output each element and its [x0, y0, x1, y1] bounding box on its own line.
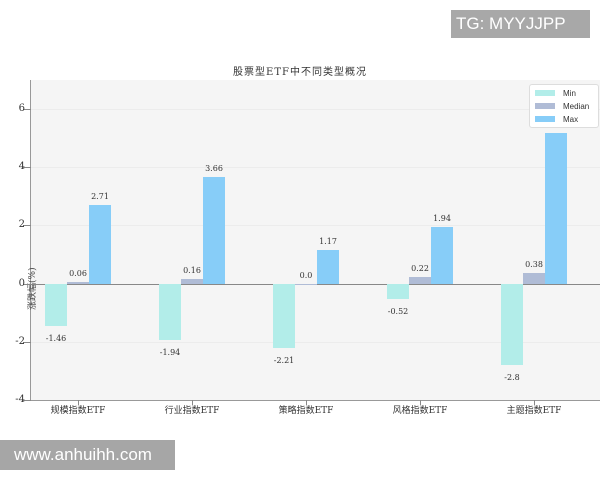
bar-median — [409, 277, 431, 284]
value-label: -2.21 — [273, 355, 295, 365]
y-tick — [23, 109, 31, 111]
legend-swatch — [535, 103, 555, 109]
value-label: -1.94 — [159, 348, 181, 358]
x-tick — [192, 400, 193, 405]
legend-item-max: Max — [535, 113, 578, 125]
y-tick — [23, 400, 31, 401]
value-label: 1.17 — [319, 236, 337, 246]
bar-max — [203, 177, 225, 284]
bar-max — [431, 227, 453, 284]
value-label: 0.22 — [411, 264, 429, 274]
bar-max — [89, 204, 111, 284]
y-tick — [23, 341, 31, 343]
y-axis-title: 涨跌幅(%) — [28, 267, 38, 310]
chart-title: 股票型ETF中不同类型概况 — [233, 67, 367, 78]
bar-median — [67, 281, 89, 284]
bar-min — [45, 283, 67, 327]
y-tick-label: 4 — [18, 161, 25, 173]
x-tick-label: 策略指数ETF — [278, 406, 334, 416]
gridline — [31, 225, 600, 227]
gridline — [31, 109, 600, 111]
bar-median — [295, 283, 317, 285]
value-label: -0.52 — [387, 306, 409, 316]
watermark-top: TG: MYYJJPP — [451, 10, 590, 38]
legend-swatch — [535, 116, 555, 122]
y-tick-label: 2 — [18, 219, 25, 231]
bar-min — [501, 283, 523, 366]
x-tick — [534, 400, 535, 405]
bar-median — [181, 278, 203, 284]
y-tick — [23, 225, 31, 227]
value-label: -2.8 — [504, 373, 520, 383]
value-label: 1.94 — [433, 214, 451, 224]
bar-min — [387, 283, 409, 299]
value-label: 0.06 — [69, 268, 87, 278]
x-tick-label: 行业指数ETF — [164, 406, 220, 416]
y-tick — [23, 167, 31, 169]
value-label: 0.38 — [525, 259, 543, 269]
value-label: -1.46 — [45, 334, 67, 344]
gridline — [31, 167, 600, 169]
x-tick — [420, 400, 421, 405]
y-tick — [23, 283, 31, 285]
x-tick-label: 规模指数ETF — [50, 406, 106, 416]
x-tick-label: 风格指数ETF — [392, 406, 448, 416]
plot-area: 涨跌幅(%) -4 -2 0 2 4 6 规模指数ETF -1.46 0.06 2.71 行业指数E… — [15, 80, 600, 416]
legend-item-median: Median — [535, 100, 589, 112]
y-tick-label: -4 — [15, 394, 25, 405]
x-tick-label: 主题指数ETF — [506, 406, 562, 416]
legend-label: Median — [563, 101, 590, 111]
value-label: 2.71 — [91, 191, 109, 201]
bar-max — [545, 132, 567, 284]
x-tick — [78, 400, 79, 405]
legend-label: Max — [563, 114, 579, 124]
legend-swatch — [535, 90, 555, 96]
bar-max — [317, 249, 339, 284]
bar-min — [159, 283, 181, 341]
y-tick-label: 6 — [18, 103, 25, 115]
y-tick-label: 0 — [18, 277, 25, 289]
legend-item-min: Min — [535, 87, 576, 99]
value-label: 0.16 — [183, 265, 201, 275]
y-tick-label: -2 — [15, 335, 25, 347]
legend: Min Median Max — [529, 84, 599, 128]
value-label: 3.66 — [205, 164, 223, 174]
bar-median — [523, 272, 545, 284]
x-tick — [306, 400, 307, 405]
legend-label: Min — [563, 88, 576, 98]
value-label: 0.0 — [299, 270, 313, 280]
watermark-bottom: www.anhuihh.com — [0, 440, 175, 470]
bar-min — [273, 283, 295, 348]
gridline — [31, 341, 600, 343]
